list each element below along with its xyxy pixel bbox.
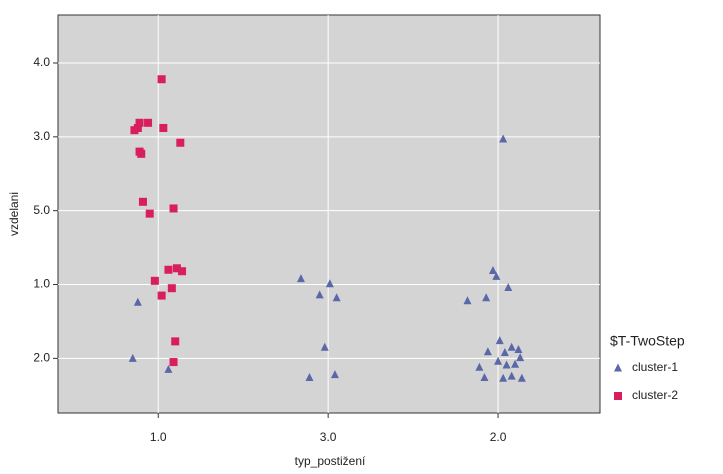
point bbox=[133, 297, 142, 306]
plot-area bbox=[57, 14, 601, 414]
point bbox=[172, 264, 181, 273]
point bbox=[495, 336, 504, 345]
point bbox=[517, 373, 526, 382]
point bbox=[320, 342, 329, 351]
point bbox=[296, 274, 305, 283]
point bbox=[507, 371, 516, 380]
point bbox=[157, 75, 166, 84]
x-tick-label: 2.0 bbox=[490, 430, 507, 444]
point bbox=[171, 337, 180, 346]
point bbox=[164, 265, 173, 274]
y-tick-label: 5.0 bbox=[33, 203, 50, 217]
point bbox=[480, 373, 489, 382]
x-axis-label: typ_postižení bbox=[295, 454, 366, 468]
point bbox=[482, 293, 491, 302]
point bbox=[332, 293, 341, 302]
point bbox=[499, 373, 508, 382]
point bbox=[475, 362, 484, 371]
point bbox=[157, 291, 166, 300]
point bbox=[144, 118, 153, 127]
point bbox=[499, 134, 508, 143]
point bbox=[315, 290, 324, 299]
point bbox=[138, 197, 147, 206]
point bbox=[128, 353, 137, 362]
point bbox=[494, 356, 503, 365]
legend-title: $T-TwoStep bbox=[610, 333, 685, 349]
legend-label: cluster-1 bbox=[632, 360, 678, 374]
y-tick-label: 4.0 bbox=[33, 55, 50, 69]
point bbox=[502, 360, 511, 369]
y-tick-label: 1.0 bbox=[33, 277, 50, 291]
point bbox=[159, 123, 168, 132]
point bbox=[137, 149, 146, 158]
point bbox=[511, 359, 520, 368]
point bbox=[167, 284, 176, 293]
point bbox=[164, 364, 173, 373]
point bbox=[178, 267, 187, 276]
point bbox=[463, 296, 472, 305]
y-tick-label: 2.0 bbox=[33, 351, 50, 365]
x-tick-label: 3.0 bbox=[320, 430, 337, 444]
legend-marker bbox=[614, 392, 622, 400]
point bbox=[150, 276, 159, 285]
point bbox=[504, 282, 513, 291]
legend-marker bbox=[614, 363, 622, 372]
point bbox=[483, 347, 492, 356]
point bbox=[492, 271, 501, 280]
x-tick-label: 1.0 bbox=[150, 430, 167, 444]
point bbox=[176, 138, 185, 147]
point bbox=[516, 353, 525, 362]
point bbox=[169, 204, 178, 213]
point bbox=[130, 126, 139, 135]
point bbox=[305, 373, 314, 382]
point bbox=[514, 344, 523, 353]
point bbox=[500, 347, 509, 356]
point bbox=[325, 279, 334, 288]
point bbox=[135, 118, 144, 127]
point bbox=[488, 265, 497, 274]
legend-label: cluster-2 bbox=[632, 388, 678, 402]
point bbox=[169, 358, 178, 367]
point bbox=[507, 342, 516, 351]
y-tick-label: 3.0 bbox=[33, 129, 50, 143]
y-axis-label: vzdelani bbox=[7, 192, 21, 236]
point bbox=[145, 209, 154, 218]
point bbox=[330, 370, 339, 379]
